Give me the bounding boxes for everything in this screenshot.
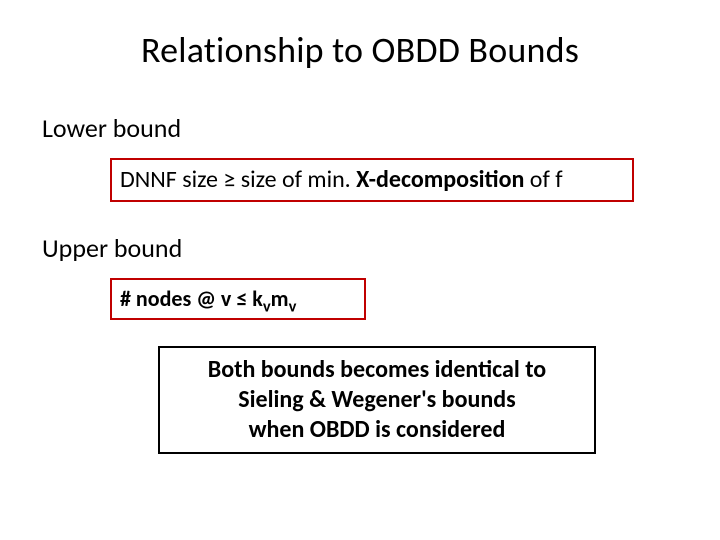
ub-sub1: v [263,297,271,317]
lb-mid: size of min. [235,165,356,194]
lb-bold: X-decomposition [356,165,524,194]
lb-op: ≥ [223,165,235,194]
lower-bound-box: DNNF size ≥ size of min. X-decomposition… [110,158,634,202]
lower-bound-text: DNNF size ≥ size of min. X-decomposition… [120,165,563,195]
conclusion-line2: Sieling & Wegener's bounds [208,385,546,415]
ub-m: m [271,285,289,312]
conclusion-line3: when OBDD is considered [208,415,546,445]
upper-bound-box: # nodes @ v ≤ kvmv [110,278,366,320]
slide: Relationship to OBDD Bounds Lower bound … [0,0,720,540]
upper-bound-heading: Upper bound [42,232,182,264]
lb-prefix: DNNF size [120,165,223,194]
upper-bound-text: # nodes @ v ≤ kvmv [120,285,296,313]
ub-k: k [247,285,263,312]
conclusion-text: Both bounds becomes identical to Sieling… [208,355,546,445]
slide-title: Relationship to OBDD Bounds [0,28,720,72]
lb-suffix: of f [524,165,562,194]
conclusion-line1: Both bounds becomes identical to [208,355,546,385]
lower-bound-heading: Lower bound [42,112,181,144]
ub-prefix: # nodes @ v [120,285,236,312]
ub-op: ≤ [236,285,247,312]
conclusion-box: Both bounds becomes identical to Sieling… [158,346,596,454]
ub-sub2: v [289,297,297,317]
